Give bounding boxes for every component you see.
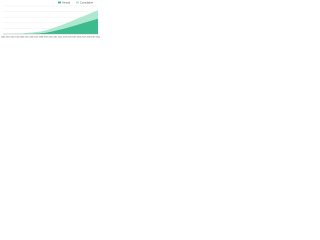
legend-swatch <box>58 1 61 4</box>
x-tick-label: 2016 <box>77 37 81 39</box>
x-tick-label: 2005 <box>25 37 29 39</box>
x-tick-label: 2001 <box>6 37 10 39</box>
x-tick-label: 2019 <box>91 37 95 39</box>
x-tick-label: 2018 <box>86 37 90 39</box>
x-tick-label: 2011 <box>53 37 57 39</box>
x-tick-label: 2003 <box>15 37 19 39</box>
x-tick-label: 2004 <box>20 37 24 39</box>
area <box>3 18 98 34</box>
legend-swatch <box>76 1 79 4</box>
x-tick-label: 2008 <box>39 37 43 39</box>
x-tick-label: 2020 <box>96 37 100 39</box>
x-tick-label: 2006 <box>29 37 33 39</box>
legend-label: Cumulative <box>80 0 94 4</box>
x-tick-label: 2002 <box>10 37 14 39</box>
x-tick-label: 2009 <box>44 37 48 39</box>
x-tick-label: 2014 <box>67 37 71 39</box>
x-tick-label: 2015 <box>72 37 76 39</box>
area <box>3 10 98 34</box>
x-tick-label: 2017 <box>82 37 86 39</box>
x-tick-label: 2010 <box>48 37 52 39</box>
legend-label: Annual <box>62 0 71 4</box>
chart: 2000 2001 2002 2003 2004 2005 2006 2007 2008 2009… <box>1 0 100 39</box>
x-tick-label: 2000 <box>1 37 5 39</box>
page: {"chart_data": {"type": "area", "stacked… <box>0 0 100 41</box>
x-tick-label: 2012 <box>58 37 62 39</box>
x-tick-label: 2007 <box>34 37 38 39</box>
x-tick-label: 2013 <box>63 37 67 39</box>
